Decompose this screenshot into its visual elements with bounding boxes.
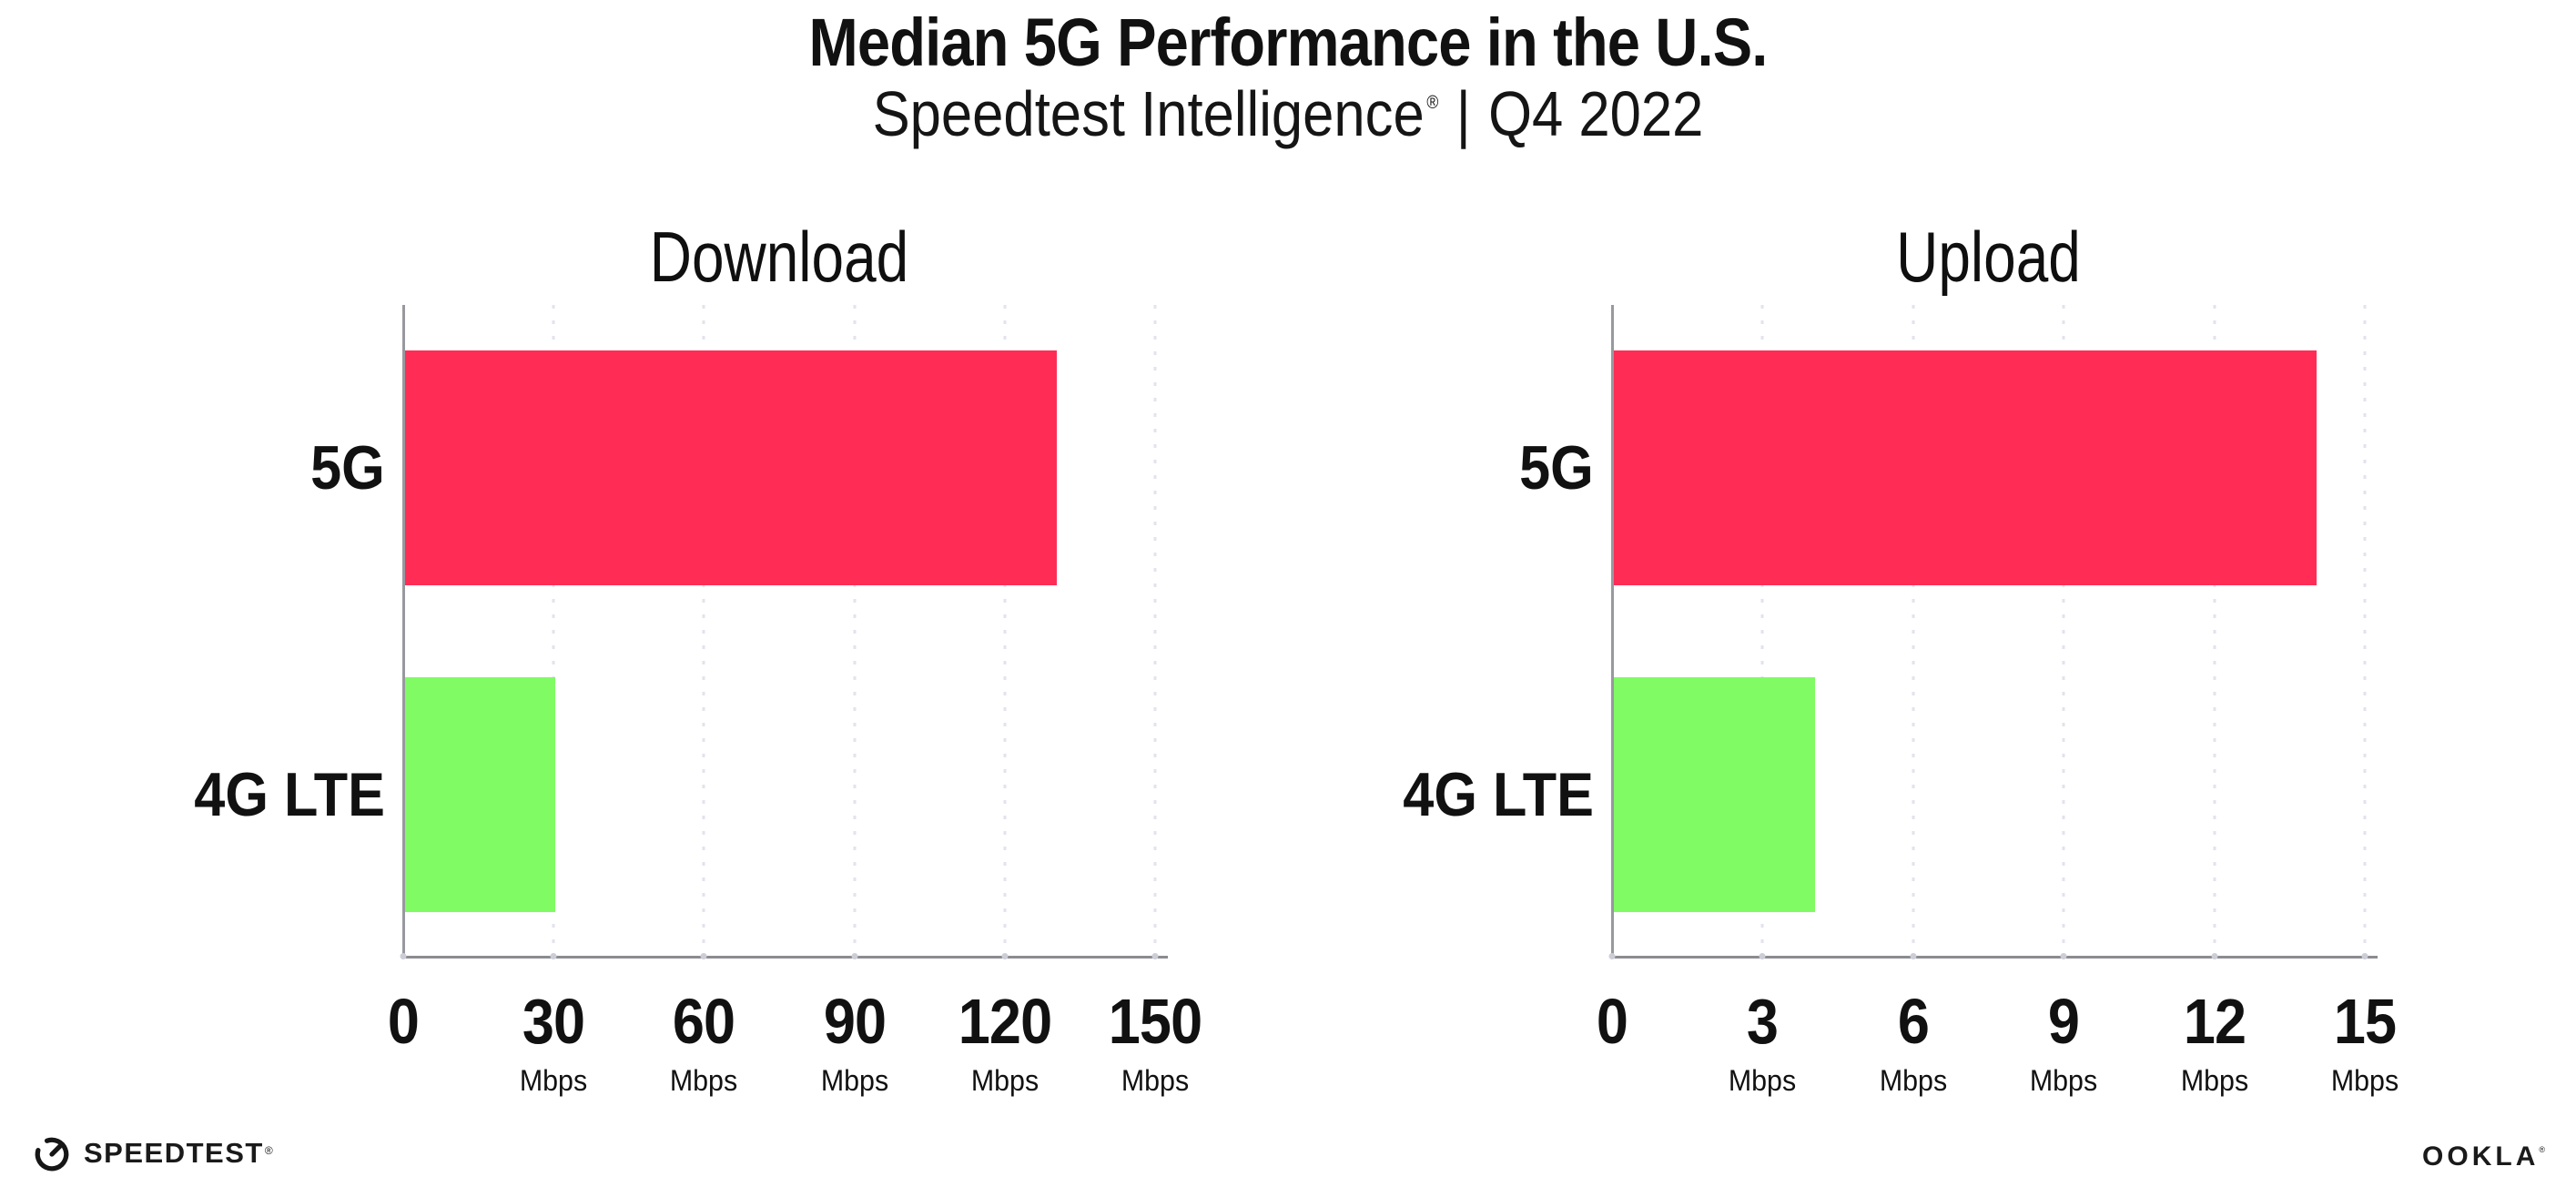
registered-mark: ®	[2539, 1145, 2545, 1154]
y-axis-line	[1611, 305, 1614, 959]
upload-chart: Upload 0 3 Mbps 6 Mbps 9 Mbps 12 Mbps 15 Mbps 5G 4G …	[1403, 221, 2399, 1095]
tick-unit: Mbps	[820, 1064, 888, 1097]
x-tick-label-12: 12 Mbps	[2178, 989, 2249, 1095]
category-label-4g-lte: 4G LTE	[194, 760, 385, 829]
tick-value: 150	[1108, 986, 1202, 1057]
tick-mark-30	[550, 953, 557, 959]
x-axis-line	[1611, 956, 2378, 959]
tick-unit: Mbps	[970, 1064, 1039, 1097]
x-tick-label-15: 15 Mbps	[2329, 989, 2400, 1095]
upload-plot-area: 0 3 Mbps 6 Mbps 9 Mbps 12 Mbps 15 Mbps 5G 4G LTE	[1403, 305, 2399, 1095]
gridline-150	[1153, 305, 1157, 959]
gridline-6	[1912, 305, 1915, 959]
speedtest-logo: SPEEDTEST®	[33, 1134, 274, 1172]
x-tick-label-0: 0	[1595, 989, 1629, 1053]
page-title: Median 5G Performance in the U.S.	[808, 5, 1769, 80]
speedtest-gauge-icon	[35, 1137, 69, 1172]
tick-mark-90	[851, 953, 858, 959]
tick-value: 9	[2048, 986, 2080, 1057]
tick-unit: Mbps	[1121, 1064, 1190, 1097]
category-label-4g-lte: 4G LTE	[1403, 760, 1594, 829]
tick-value: 15	[2333, 986, 2397, 1057]
tick-mark-0	[400, 953, 407, 959]
tick-value: 6	[1897, 986, 1930, 1057]
x-tick-label-30: 30 Mbps	[518, 989, 589, 1095]
tick-mark-150	[1151, 953, 1159, 959]
tick-value: 0	[1596, 986, 1628, 1057]
bar-5g	[1614, 350, 2317, 585]
y-axis-line	[402, 305, 405, 959]
download-chart: Download 0 30 Mbps 60 Mbps 90 Mbps 120 Mbps 150 Mb…	[194, 221, 1202, 1095]
registered-mark: ®	[264, 1144, 275, 1157]
download-chart-title: Download	[649, 217, 909, 297]
tick-mark-9	[2060, 953, 2067, 959]
tick-unit: Mbps	[2180, 1064, 2248, 1097]
x-axis-line	[402, 956, 1168, 959]
x-tick-label-120: 120 Mbps	[953, 989, 1057, 1095]
gridline-60	[702, 305, 705, 959]
tick-unit: Mbps	[1729, 1064, 1797, 1097]
speedtest-wordmark: SPEEDTEST®	[84, 1137, 275, 1169]
tick-mark-6	[1910, 953, 1917, 959]
tick-mark-3	[1759, 953, 1766, 959]
gridline-15	[2363, 305, 2367, 959]
tick-mark-15	[2361, 953, 2368, 959]
category-label-5g: 5G	[1519, 433, 1594, 502]
bar-4g-lte	[1614, 677, 1815, 912]
subtitle-period: Q4 2022	[1488, 78, 1704, 149]
tick-value: 60	[673, 986, 735, 1057]
x-tick-label-3: 3 Mbps	[1727, 989, 1798, 1095]
x-tick-label-90: 90 Mbps	[818, 989, 889, 1095]
tick-value: 3	[1747, 986, 1779, 1057]
tick-value: 12	[2183, 986, 2246, 1057]
download-plot-area: 0 30 Mbps 60 Mbps 90 Mbps 120 Mbps 150 Mbps 5G 4G LT…	[194, 305, 1202, 1095]
tick-unit: Mbps	[1879, 1064, 1947, 1097]
x-tick-label-6: 6 Mbps	[1878, 989, 1949, 1095]
tick-value: 30	[522, 986, 585, 1057]
tick-unit: Mbps	[2330, 1064, 2399, 1097]
tick-mark-0	[1608, 953, 1616, 959]
page-subtitle: Speedtest Intelligence ® | Q4 2022	[155, 82, 2421, 146]
tick-value: 90	[823, 986, 886, 1057]
x-tick-label-9: 9 Mbps	[2028, 989, 2099, 1095]
gridline-90	[853, 305, 857, 959]
tick-mark-120	[1001, 953, 1009, 959]
category-label-5g: 5G	[310, 433, 385, 502]
tick-value: 0	[387, 986, 420, 1057]
gridline-30	[552, 305, 555, 959]
tick-unit: Mbps	[670, 1064, 738, 1097]
bar-4g-lte	[405, 677, 556, 912]
gridline-12	[2213, 305, 2216, 959]
tick-value: 120	[958, 986, 1052, 1057]
ookla-logo: OOKLA®	[2422, 1141, 2545, 1172]
x-tick-label-150: 150 Mbps	[1103, 989, 1207, 1095]
gridline-9	[2062, 305, 2065, 959]
tick-unit: Mbps	[2030, 1064, 2098, 1097]
upload-chart-title: Upload	[1896, 217, 2081, 297]
bar-5g	[405, 350, 1057, 585]
tick-unit: Mbps	[520, 1064, 588, 1097]
tick-mark-60	[700, 953, 707, 959]
subtitle-brand: Speedtest Intelligence	[872, 78, 1425, 149]
x-tick-label-0: 0	[386, 989, 421, 1053]
registered-mark: ®	[1426, 93, 1439, 113]
gridline-3	[1760, 305, 1764, 959]
tick-mark-12	[2211, 953, 2218, 959]
ookla-wordmark: OOKLA	[2422, 1141, 2540, 1172]
x-tick-label-60: 60 Mbps	[668, 989, 739, 1095]
subtitle-divider: |	[1455, 78, 1471, 149]
gridline-120	[1003, 305, 1007, 959]
